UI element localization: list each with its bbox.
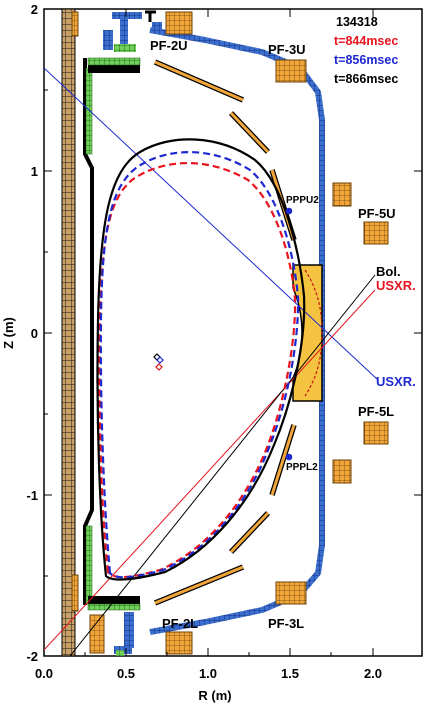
pf-4u-coil <box>332 182 352 207</box>
boundary-866 <box>96 138 306 581</box>
upper-divertor-tiles <box>87 57 141 66</box>
pf-3l-coil <box>275 581 307 605</box>
upper-passive-plate-1-fill <box>154 60 244 102</box>
lower-port-c <box>116 650 124 656</box>
lower-passive-plate-2-fill <box>229 511 270 554</box>
label-usxr-blue: USXR. <box>376 374 416 389</box>
y-tick-label: 1 <box>31 164 38 179</box>
y-tick-label: -2 <box>26 649 38 664</box>
label-pppl2: PPPL2 <box>286 462 318 473</box>
axis-marker-844 <box>155 363 163 371</box>
upper-port-cap <box>145 10 156 22</box>
upper-port-b <box>120 19 128 45</box>
usxr-blue-sightline <box>44 67 379 381</box>
center-coil-lower <box>71 574 79 612</box>
label-pf-3u: PF-3U <box>268 42 306 57</box>
label-pf-3l: PF-3L <box>268 616 304 631</box>
y-tick-label: 2 <box>31 2 38 17</box>
label-pppu2: PPPU2 <box>286 195 319 206</box>
y-axis-ticks <box>44 8 422 657</box>
pf-3u-coil <box>275 59 307 83</box>
upper-port-d <box>152 22 162 32</box>
x-tick-label: 0.0 <box>35 666 53 681</box>
pf-5u-coil <box>363 221 389 245</box>
y-axis-title: Z (m) <box>1 317 16 349</box>
boundary-856 <box>99 151 300 579</box>
legend-time-844: t=844msec <box>334 34 398 48</box>
boundary-844 <box>98 162 297 579</box>
lower-passive-plate-3-fill <box>270 424 296 496</box>
pf-1b-lower-coil <box>89 614 105 654</box>
x-tick-label: 2.0 <box>364 666 382 681</box>
upper-port-e <box>114 44 136 52</box>
axis-marker-856 <box>156 356 164 364</box>
center-stack <box>61 9 76 656</box>
y-tick-label: 0 <box>31 326 38 341</box>
upper-port-c <box>103 30 113 50</box>
label-pf-2u: PF-2U <box>150 38 188 53</box>
label-usxr-red: USXR. <box>376 278 416 293</box>
pf-5l-coil <box>363 421 389 445</box>
lower-port-a <box>124 612 134 648</box>
lower-passive-plate-1-fill <box>154 565 244 605</box>
plot-frame <box>43 8 423 657</box>
upper-divertor-shelf <box>88 65 140 73</box>
bol-sightline <box>69 274 376 656</box>
pf-1a-upper-coil <box>165 11 193 35</box>
pppl2-marker <box>285 453 293 461</box>
label-pf-2l: PF-2L <box>162 616 198 631</box>
x-tick-label: 1.0 <box>199 666 217 681</box>
inner-tiles-lower <box>85 525 93 605</box>
inner-tiles-upper <box>85 67 93 155</box>
upper-passive-plate-2-fill <box>229 111 270 154</box>
label-bolometer: Bol. <box>376 264 401 279</box>
upper-port-a <box>112 12 142 19</box>
x-tick-label: 1.5 <box>281 666 299 681</box>
y-tick-label: -1 <box>26 488 38 503</box>
usxr-red-sightline <box>44 289 376 651</box>
inner-wall <box>83 58 94 605</box>
lower-divertor-shelf <box>88 596 140 604</box>
center-coil-upper <box>71 11 79 37</box>
pf-1a-lower-coil <box>165 631 193 655</box>
x-axis-ticks <box>84 9 374 656</box>
legend-time-856: t=856msec <box>334 53 398 67</box>
lower-divertor-tiles <box>87 603 141 611</box>
legend-time-866: t=866msec <box>334 72 398 86</box>
legend-shot-number: 134318 <box>336 15 378 29</box>
pf-4l-coil <box>332 459 352 484</box>
x-axis-title: R (m) <box>198 688 231 703</box>
outboard-plate-red-fiducial <box>304 269 323 397</box>
pppu2-marker <box>285 207 293 215</box>
label-pf-5u: PF-5U <box>358 206 396 221</box>
x-tick-label: 0.5 <box>117 666 135 681</box>
label-pf-5l: PF-5L <box>358 404 394 419</box>
